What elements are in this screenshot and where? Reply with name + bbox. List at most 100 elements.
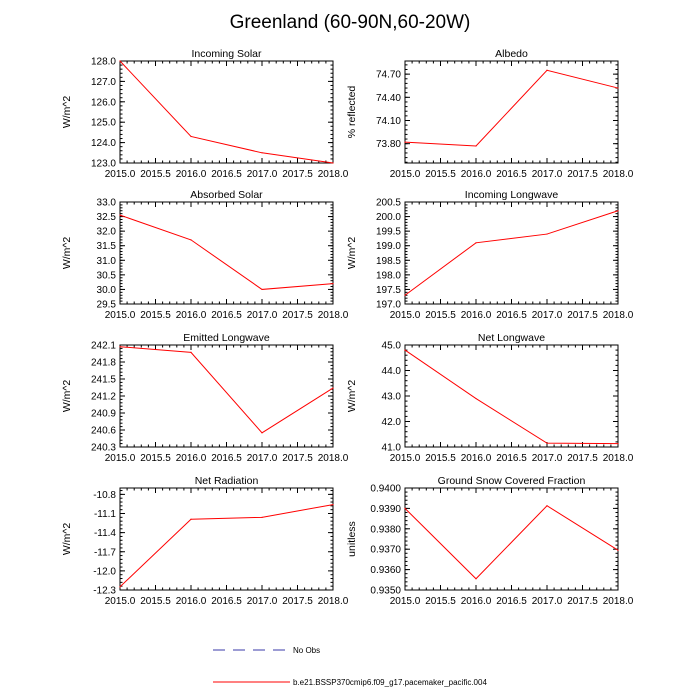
y-tick-label: 0.9390: [370, 504, 401, 515]
x-tick-label: 2018.0: [603, 453, 634, 464]
data-point: [546, 233, 548, 235]
x-tick-label: 2016.0: [176, 310, 207, 321]
y-tick-label: 33.0: [97, 198, 117, 209]
legend-obs-label: No Obs: [293, 646, 320, 655]
data-point: [190, 135, 192, 138]
y-tick-label: 43.0: [382, 392, 402, 403]
y-tick-label: 0.9380: [370, 524, 401, 535]
data-point: [261, 516, 263, 518]
x-tick-label: 2017.0: [247, 596, 278, 607]
data-point: [261, 432, 263, 434]
data-point: [119, 60, 121, 62]
x-tick-label: 2015.5: [425, 453, 456, 464]
x-tick-label: 2016.5: [496, 310, 527, 321]
series-line: [404, 210, 619, 296]
x-tick-label: 2017.5: [567, 453, 598, 464]
y-tick-label: 74.40: [376, 93, 401, 104]
x-tick-label: 2015.5: [425, 169, 456, 180]
x-tick-label: 2016.5: [211, 169, 242, 180]
series-line: [119, 60, 334, 164]
data-point: [475, 242, 477, 244]
x-tick-label: 2015.0: [105, 310, 136, 321]
chart-panel-0: Incoming Solar 2015.0 2015.5 2016.0 2016.5 20…: [61, 48, 349, 180]
y-axis-label: W/m^2: [346, 237, 358, 270]
x-tick-label: 2017.5: [567, 310, 598, 321]
x-tick-label: 2017.5: [567, 169, 598, 180]
plot-frame: [404, 344, 619, 448]
data-point: [546, 505, 548, 507]
chart-panel-6: Net Radiation 2015.0 2015.5 2016.0 2016.5 201…: [61, 475, 349, 607]
y-tick-label: 0.9370: [370, 545, 401, 556]
y-tick-label: 30.0: [97, 285, 117, 296]
chart-panel-7: Ground Snow Covered Fraction 2015.0 2015.5…: [346, 475, 634, 607]
x-tick-label: 2017.0: [532, 453, 563, 464]
plot-frame: [119, 60, 334, 164]
chart-panel-1: Albedo 2015.0 2015.5 2016.0 2016.5 2017.0 2017…: [346, 48, 634, 180]
data-point: [617, 210, 619, 212]
y-tick-label: -11.4: [94, 528, 116, 539]
y-tick-label: 125.0: [91, 118, 116, 129]
x-tick-label: 2016.5: [211, 310, 242, 321]
series-line: [119, 346, 334, 434]
chart-panel-2: Absorbed Solar 2015.0 2015.5 2016.0 2016.5 20…: [61, 189, 349, 321]
y-axis-label: W/m^2: [346, 380, 358, 413]
x-tick-label: 2017.0: [247, 169, 278, 180]
data-point: [617, 549, 619, 551]
y-tick-label: 30.5: [97, 270, 117, 281]
y-axis-label: % reflected: [346, 86, 358, 139]
y-axis-label: W/m^2: [61, 380, 73, 413]
x-tick-label: 2015.5: [140, 453, 171, 464]
y-tick-label: 128.0: [91, 57, 116, 68]
x-tick-label: 2016.5: [211, 596, 242, 607]
y-tick-label: 198.0: [376, 270, 401, 281]
x-tick-label: 2016.5: [496, 169, 527, 180]
data-point: [475, 578, 477, 580]
x-tick-label: 2017.5: [282, 453, 313, 464]
y-tick-label: 45.0: [382, 341, 402, 352]
y-tick-label: 240.9: [91, 409, 116, 420]
x-tick-label: 2018.0: [318, 596, 349, 607]
y-axis-label: W/m^2: [61, 523, 73, 556]
plot-frame: [404, 487, 619, 591]
x-tick-label: 2017.0: [532, 596, 563, 607]
series-line: [404, 349, 619, 445]
x-tick-label: 2016.0: [176, 596, 207, 607]
legend-model-label: b.e21.BSSP370cmip6.f09_g17.pacemaker_pac…: [293, 678, 487, 687]
panel-title: Ground Snow Covered Fraction: [438, 475, 586, 487]
series-line: [119, 214, 334, 290]
y-tick-label: 199.5: [376, 227, 401, 238]
x-tick-label: 2015.5: [140, 596, 171, 607]
x-tick-label: 2015.0: [105, 169, 136, 180]
panel-title: Incoming Solar: [191, 48, 262, 60]
data-point: [475, 397, 477, 400]
figure-title: Greenland (60-90N,60-20W): [230, 12, 471, 33]
legend: No Obs b.e21.BSSP370cmip6.f09_g17.pacema…: [213, 646, 487, 687]
chart-panel-5: Net Longwave 2015.0 2015.5 2016.0 2016.5 2017…: [346, 332, 634, 464]
y-tick-label: 41.0: [382, 443, 402, 454]
x-tick-label: 2016.0: [461, 596, 492, 607]
x-tick-label: 2018.0: [318, 453, 349, 464]
panel-title: Albedo: [495, 48, 528, 60]
y-tick-label: 127.0: [91, 77, 116, 88]
x-tick-label: 2015.0: [390, 596, 421, 607]
data-point: [404, 349, 406, 351]
plot-frame: [119, 487, 334, 591]
y-tick-label: 241.2: [91, 392, 116, 403]
y-axis-label: W/m^2: [61, 237, 73, 270]
data-point: [332, 503, 334, 506]
y-axis-label: unitless: [346, 521, 358, 557]
plot-frame: [404, 201, 619, 305]
plot-frame: [119, 201, 334, 305]
y-tick-label: 31.5: [97, 241, 117, 252]
y-tick-label: 200.5: [376, 198, 401, 209]
y-tick-label: 29.5: [97, 300, 117, 311]
y-tick-label: 42.0: [382, 417, 402, 428]
y-tick-label: 0.9350: [370, 586, 401, 597]
y-tick-label: 73.80: [376, 139, 401, 150]
data-point: [119, 214, 121, 216]
y-tick-label: 241.8: [91, 358, 116, 369]
x-tick-label: 2018.0: [603, 310, 634, 321]
x-tick-label: 2015.0: [105, 596, 136, 607]
y-tick-label: 240.6: [91, 426, 116, 437]
